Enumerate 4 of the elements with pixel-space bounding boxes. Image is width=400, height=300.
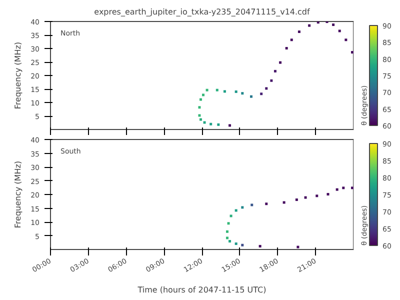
y-axis-title: Frequency (MHz) (14, 160, 23, 228)
x-axis-title: Time (hours of 2047-11-15 UTC) (136, 286, 266, 295)
y-axis-title: Frequency (MHz) (14, 42, 23, 110)
chart-title: expres_earth_jupiter_io_txka-y235_20471115_v14.cdf (94, 8, 310, 16)
